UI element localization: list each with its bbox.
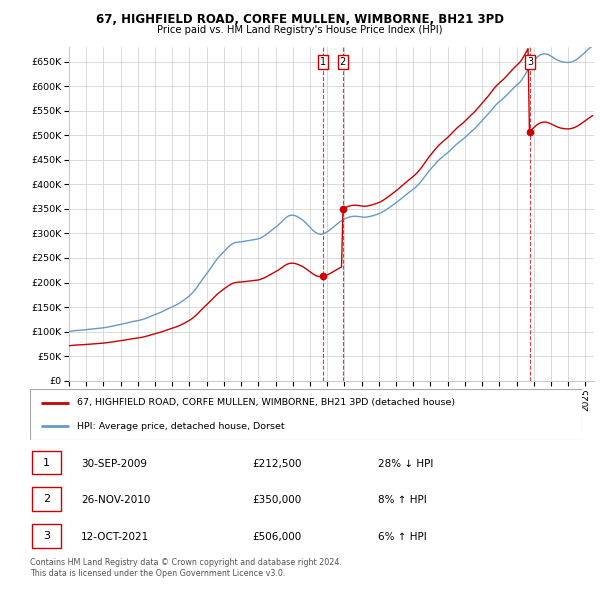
Text: 12-OCT-2021: 12-OCT-2021 (81, 532, 149, 542)
Bar (32, 487, 61, 511)
Text: 3: 3 (43, 531, 50, 540)
Text: 67, HIGHFIELD ROAD, CORFE MULLEN, WIMBORNE, BH21 3PD: 67, HIGHFIELD ROAD, CORFE MULLEN, WIMBOR… (96, 13, 504, 26)
Text: £212,500: £212,500 (252, 459, 302, 468)
Text: 6% ↑ HPI: 6% ↑ HPI (378, 532, 427, 542)
Text: 26-NOV-2010: 26-NOV-2010 (81, 496, 151, 505)
Text: £350,000: £350,000 (252, 496, 301, 505)
Text: Price paid vs. HM Land Registry's House Price Index (HPI): Price paid vs. HM Land Registry's House … (157, 25, 443, 35)
Text: 28% ↓ HPI: 28% ↓ HPI (378, 459, 433, 468)
Text: HPI: Average price, detached house, Dorset: HPI: Average price, detached house, Dors… (77, 421, 284, 431)
Text: 8% ↑ HPI: 8% ↑ HPI (378, 496, 427, 505)
Text: 30-SEP-2009: 30-SEP-2009 (81, 459, 147, 468)
Text: 1: 1 (43, 458, 50, 467)
Bar (32, 524, 61, 548)
Text: £506,000: £506,000 (252, 532, 301, 542)
Bar (32, 451, 61, 474)
Text: Contains HM Land Registry data © Crown copyright and database right 2024.
This d: Contains HM Land Registry data © Crown c… (30, 558, 342, 578)
Text: 1: 1 (320, 57, 326, 67)
Text: 2: 2 (340, 57, 346, 67)
Text: 67, HIGHFIELD ROAD, CORFE MULLEN, WIMBORNE, BH21 3PD (detached house): 67, HIGHFIELD ROAD, CORFE MULLEN, WIMBOR… (77, 398, 455, 408)
Text: 2: 2 (43, 494, 50, 504)
Text: 3: 3 (527, 57, 533, 67)
